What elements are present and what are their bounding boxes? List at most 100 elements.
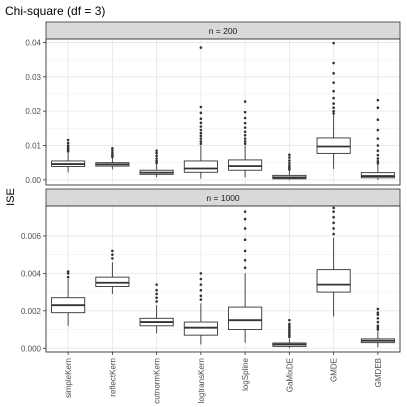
outlier-point	[332, 96, 335, 100]
outlier-point	[155, 151, 158, 155]
outlier-point	[66, 270, 70, 273]
outlier-point	[332, 221, 335, 225]
outlier-point	[332, 112, 335, 115]
y-tick-label: 0.006	[21, 232, 42, 241]
outlier-point	[155, 149, 158, 152]
boxplot-GMDEB	[360, 98, 395, 180]
outlier-point	[332, 102, 335, 105]
outlier-point	[243, 116, 247, 120]
outlier-point	[199, 134, 203, 138]
y-axis-label: ISE	[5, 188, 17, 206]
outlier-point	[332, 61, 335, 65]
outlier-point	[243, 266, 247, 270]
outlier-point	[111, 153, 114, 157]
outlier-point	[155, 161, 158, 165]
outlier-point	[243, 217, 247, 221]
outlier-point	[243, 210, 247, 213]
outlier-point	[376, 324, 380, 328]
outlier-point	[332, 109, 335, 113]
outlier-point	[376, 311, 380, 314]
outlier-point	[66, 144, 70, 148]
y-tick-label: 0.03	[25, 73, 41, 82]
outlier-point	[332, 210, 335, 213]
outlier-point	[376, 106, 380, 110]
outlier-point	[111, 146, 114, 150]
outlier-point	[155, 154, 158, 158]
y-tick-label: 0.004	[21, 269, 42, 278]
boxplot-logtransKern	[183, 46, 218, 179]
outlier-point	[111, 151, 114, 155]
outlier-point	[199, 277, 203, 281]
outlier-point	[243, 137, 247, 140]
facet-strip-label: n = 1000	[206, 193, 240, 203]
outlier-point	[376, 320, 380, 324]
outlier-point	[376, 162, 380, 165]
outlier-point	[199, 46, 203, 49]
outlier-point	[199, 288, 203, 292]
outlier-point	[288, 333, 291, 337]
facet-panel: n = 1000 0.000 0.002 0.004 0.006	[21, 188, 401, 353]
outlier-point	[199, 105, 203, 109]
outlier-point	[288, 331, 291, 335]
outlier-point	[288, 328, 291, 331]
facet-panels: n = 200 0.00 0.01 0.02 0.03 0.04 n = 1000 0.000…	[21, 21, 401, 353]
boxplot-GMDEB	[360, 307, 395, 348]
outlier-point	[199, 131, 203, 135]
boxplot-cutnormKern	[139, 283, 174, 334]
outlier-point	[111, 257, 114, 260]
x-tick-label-GMDEB: GMDEB	[374, 358, 383, 387]
x-tick-label-logtransKern: logtransKern	[197, 358, 206, 403]
outlier-point	[376, 128, 380, 132]
x-tick-label-logSpline: logSpline	[241, 357, 250, 390]
outlier-point	[199, 283, 203, 286]
outlier-point	[288, 324, 291, 328]
box-iqr	[183, 160, 218, 173]
boxplot-cutnormKern	[139, 149, 174, 178]
outlier-point	[288, 162, 291, 165]
outlier-point	[111, 253, 114, 256]
outlier-point	[199, 272, 203, 275]
facet-panel: n = 200 0.00 0.01 0.02 0.03 0.04	[25, 21, 401, 186]
outlier-point	[288, 335, 291, 339]
box-iqr	[95, 276, 130, 287]
outlier-point	[155, 300, 158, 303]
outlier-point	[332, 206, 335, 210]
outlier-point	[376, 153, 380, 157]
outlier-point	[199, 121, 203, 125]
outlier-point	[243, 130, 247, 134]
outlier-point	[376, 149, 380, 152]
outlier-point	[111, 249, 114, 253]
outlier-point	[199, 137, 203, 140]
outlier-point	[199, 298, 203, 301]
outlier-point	[155, 157, 158, 160]
outlier-point	[243, 140, 247, 143]
outlier-point	[288, 153, 291, 157]
outlier-point	[66, 272, 70, 275]
boxplot-simpleKern	[51, 270, 86, 326]
outlier-point	[288, 318, 291, 322]
boxplot-GMDE	[316, 41, 351, 169]
outlier-point	[199, 140, 203, 143]
y-tick-label: 0.04	[25, 38, 41, 47]
outlier-point	[243, 238, 247, 241]
y-tick-label: 0.01	[25, 141, 41, 150]
x-tick-label-GMDE: GMDE	[330, 358, 339, 382]
outlier-point	[111, 149, 114, 152]
outlier-point	[155, 288, 158, 292]
outlier-point	[376, 157, 380, 160]
outlier-point	[332, 89, 335, 93]
panel-border	[45, 205, 401, 353]
outlier-point	[332, 215, 335, 219]
outlier-point	[288, 326, 291, 329]
boxplot-logtransKern	[183, 272, 218, 345]
outlier-point	[332, 41, 335, 45]
outlier-point	[243, 121, 247, 125]
outlier-point	[376, 137, 380, 140]
box-iqr	[183, 321, 218, 336]
outlier-point	[66, 138, 70, 142]
boxplot-reflectKern	[95, 146, 130, 170]
outlier-point	[66, 141, 70, 145]
outlier-point	[199, 111, 203, 115]
y-tick-label: 0.000	[21, 344, 42, 353]
